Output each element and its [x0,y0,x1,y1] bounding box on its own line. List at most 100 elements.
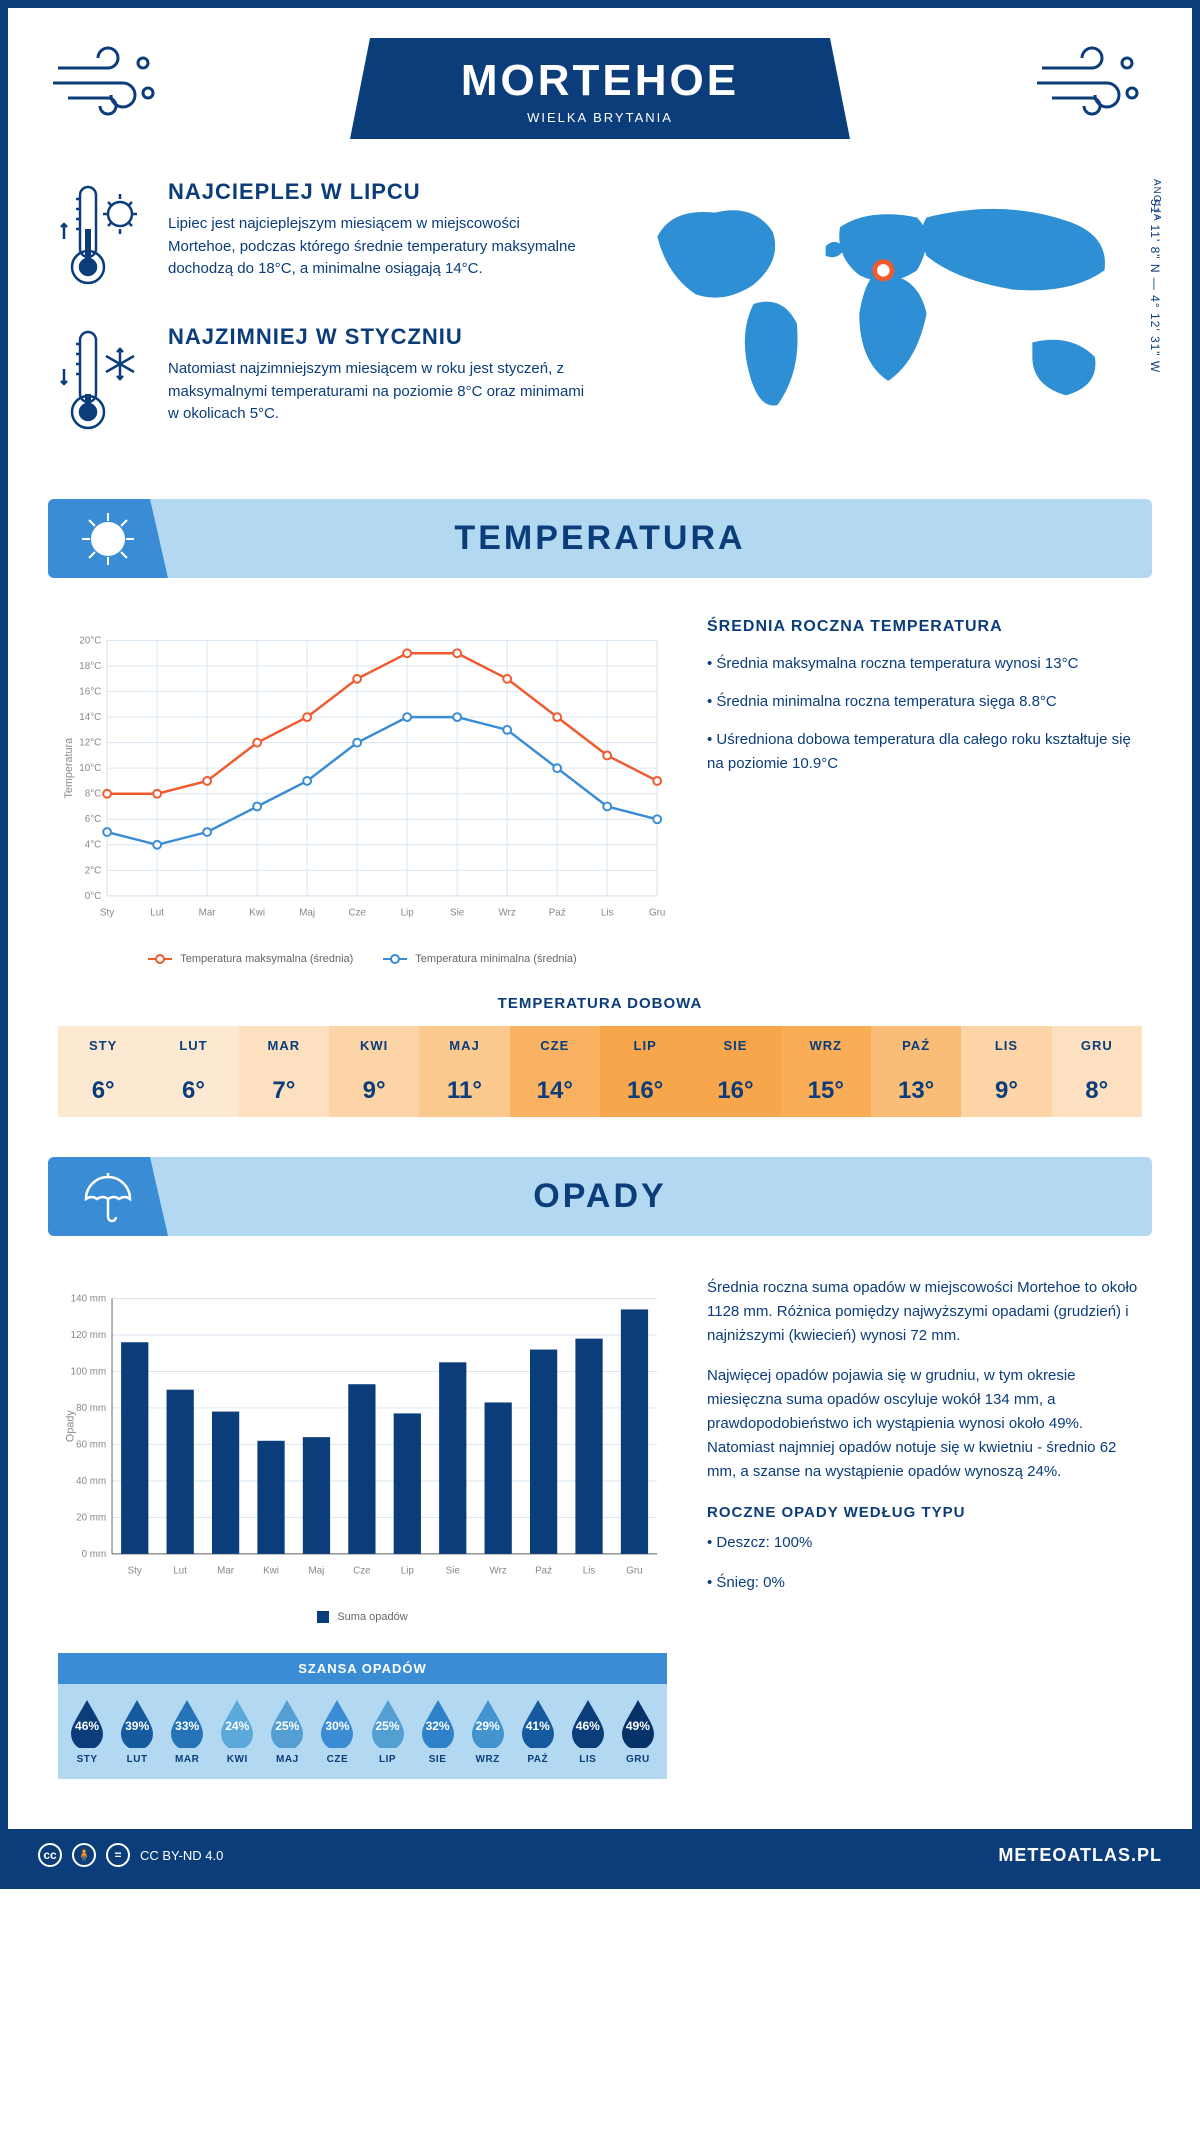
info-line: • Średnia maksymalna roczna temperatura … [707,652,1142,676]
legend-precip-label: Suma opadów [337,1611,407,1623]
chance-cell: 32% SIE [413,1698,463,1765]
raindrop-icon: 46% [568,1698,608,1748]
wind-icon [1032,38,1152,130]
svg-text:Wrz: Wrz [499,908,516,919]
chance-title: SZANSA OPADÓW [58,1653,667,1684]
svg-text:Sty: Sty [100,908,114,919]
section-banner-precipitation: OPADY [48,1157,1152,1236]
daily-title: TEMPERATURA DOBOWA [58,995,1142,1012]
chance-month: KWI [212,1754,262,1765]
chance-month: LUT [112,1754,162,1765]
info-title: ŚREDNIA ROCZNA TEMPERATURA [707,618,1142,636]
svg-text:Mar: Mar [217,1566,235,1577]
chance-cell: 29% WRZ [463,1698,513,1765]
svg-text:Opady: Opady [65,1410,77,1442]
svg-text:Lip: Lip [401,1566,415,1577]
chance-cell: 39% LUT [112,1698,162,1765]
thermometer-snow-icon [58,324,148,439]
chance-cell: 24% KWI [212,1698,262,1765]
precip-type-line: • Deszcz: 100% [707,1531,1142,1555]
table-header: MAJ [419,1026,509,1065]
svg-text:0°C: 0°C [85,891,101,902]
chance-month: LIS [563,1754,613,1765]
chance-cell: 33% MAR [162,1698,212,1765]
title-ribbon: MORTEHOE WIELKA BRYTANIA [350,38,850,139]
svg-text:Temperatura: Temperatura [63,738,75,799]
coordinates: 51° 11' 8" N — 4° 12' 31" W [1148,199,1162,373]
temperature-line-chart: 0°C2°C4°C6°C8°C10°C12°C14°C16°C18°C20°CS… [58,618,667,965]
svg-text:40 mm: 40 mm [76,1476,106,1487]
svg-text:140 mm: 140 mm [71,1293,106,1304]
table-cell: 13° [871,1065,961,1117]
table-header: PAŹ [871,1026,961,1065]
raindrop-icon: 39% [117,1698,157,1748]
svg-text:Cze: Cze [348,908,366,919]
table-header: LIS [961,1026,1051,1065]
table-header: CZE [510,1026,600,1065]
chance-month: MAR [162,1754,212,1765]
legend-item: #leg-min::after{border-color:#3a8cd4} Te… [383,953,576,965]
table-header: KWI [329,1026,419,1065]
info-line: • Uśredniona dobowa temperatura dla całe… [707,728,1142,776]
chance-value: 32% [426,1719,450,1733]
thermometer-sun-icon [58,179,148,294]
svg-text:Lis: Lis [583,1566,596,1577]
table-header: MAR [239,1026,329,1065]
svg-text:Lut: Lut [173,1566,187,1577]
chance-cell: 49% GRU [613,1698,663,1765]
chance-value: 46% [576,1719,600,1733]
svg-text:Maj: Maj [309,1566,325,1577]
svg-text:100 mm: 100 mm [71,1366,106,1377]
svg-text:4°C: 4°C [85,840,101,851]
svg-text:Sie: Sie [446,1566,461,1577]
precip-text: Średnia roczna suma opadów w miejscowośc… [707,1276,1142,1348]
fact-cold-title: NAJZIMNIEJ W STYCZNIU [168,324,585,350]
fact-warm-title: NAJCIEPLEJ W LIPCU [168,179,585,205]
fact-warmest: NAJCIEPLEJ W LIPCU Lipiec jest najcieple… [58,179,585,294]
fact-cold-text: Natomiast najzimniejszym miesiącem w rok… [168,358,585,426]
table-header: WRZ [781,1026,871,1065]
chance-cell: 41% PAŹ [513,1698,563,1765]
chance-month: SIE [413,1754,463,1765]
chance-month: MAJ [262,1754,312,1765]
chance-value: 30% [325,1719,349,1733]
table-header: LUT [148,1026,238,1065]
table-cell: 6° [58,1065,148,1117]
raindrop-icon: 29% [468,1698,508,1748]
chance-month: WRZ [463,1754,513,1765]
chance-value: 46% [75,1719,99,1733]
chance-cell: 46% STY [62,1698,112,1765]
svg-text:16°C: 16°C [79,687,101,698]
section-title: OPADY [48,1177,1152,1216]
chance-value: 25% [375,1719,399,1733]
section-title: TEMPERATURA [48,519,1152,558]
chance-month: STY [62,1754,112,1765]
svg-text:20°C: 20°C [79,635,101,646]
by-icon: 🧍 [72,1843,96,1867]
svg-text:8°C: 8°C [85,789,101,800]
table-header: SIE [690,1026,780,1065]
chance-cell: 30% CZE [312,1698,362,1765]
footer: cc 🧍 = CC BY-ND 4.0 METEOATLAS.PL [8,1829,1192,1881]
precip-text: Najwięcej opadów pojawia się w grudniu, … [707,1364,1142,1484]
chance-month: PAŹ [513,1754,563,1765]
precip-type-line: • Śnieg: 0% [707,1571,1142,1595]
svg-text:Kwi: Kwi [249,908,265,919]
chance-cell: 46% LIS [563,1698,613,1765]
table-cell: 7° [239,1065,329,1117]
table-cell: 9° [961,1065,1051,1117]
table-header: LIP [600,1026,690,1065]
svg-text:2°C: 2°C [85,865,101,876]
table-header: GRU [1052,1026,1142,1065]
raindrop-icon: 33% [167,1698,207,1748]
chance-cell: 25% LIP [362,1698,412,1765]
svg-text:Mar: Mar [199,908,217,919]
legend-item: Suma opadów [317,1611,407,1623]
table-cell: 16° [600,1065,690,1117]
svg-text:Sie: Sie [450,908,465,919]
cc-icon: cc [38,1843,62,1867]
raindrop-icon: 46% [67,1698,107,1748]
table-cell: 6° [148,1065,238,1117]
chance-value: 33% [175,1719,199,1733]
raindrop-icon: 25% [267,1698,307,1748]
